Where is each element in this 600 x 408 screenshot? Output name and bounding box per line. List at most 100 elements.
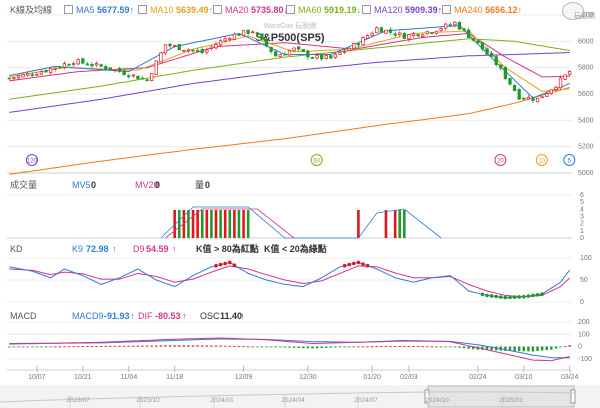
candle-down [7, 77, 11, 80]
date-tick-label: 01/20 [363, 374, 381, 381]
candle-down [512, 85, 517, 92]
vol-value: 0 [205, 180, 211, 190]
macd-osc-bar [315, 346, 319, 349]
macd-osc-bar [31, 346, 34, 348]
candle-up [315, 54, 319, 59]
macd-osc-bar [237, 346, 241, 347]
macd-osc-bar [260, 346, 264, 348]
candle-up [444, 23, 448, 29]
macd-line [9, 338, 570, 359]
macd-osc-bar [444, 346, 447, 348]
candle-up [205, 49, 209, 53]
kd-oversold-dot [503, 295, 508, 300]
macd-osc-bar [559, 346, 562, 348]
ma120-label: MA120 [374, 5, 403, 15]
macd-osc-bar [178, 345, 181, 347]
ma120-arrow: ↑ [437, 5, 443, 15]
mv5-label: MV5 [72, 180, 91, 190]
candle-up [425, 31, 429, 35]
candle-up [209, 46, 214, 49]
ma-legend: K線及均線 MA5 5677.59↑ MA10 5639.49↑ MA20 57… [0, 3, 600, 17]
macd-osc-bar [481, 346, 484, 350]
candle-up [16, 75, 21, 79]
ma10-label: MA10 [150, 5, 174, 15]
volume-tick-label: 6 [580, 192, 584, 199]
price-tick-label: 6000 [578, 38, 594, 45]
candle-up [384, 29, 388, 34]
macd-osc-bar [122, 345, 126, 347]
candle-up [35, 73, 39, 76]
macd-osc-bar [329, 346, 333, 348]
d9-label: D9 [133, 244, 145, 254]
macd-osc-bar [407, 346, 411, 347]
ma120-legend[interactable]: MA120 5909.39↑ [362, 3, 442, 17]
candle-up [287, 50, 292, 56]
macd-title: MACD [10, 311, 37, 321]
candle-up [370, 32, 374, 36]
overview-line [0, 391, 576, 403]
macd-osc-bar [517, 346, 521, 352]
kd-overbought-dot [227, 260, 232, 265]
kd-oversold-dot [517, 295, 521, 299]
kd-oversold-dot [535, 292, 540, 297]
overview-label: 2024/01 [210, 397, 234, 404]
macd-osc-bar [210, 345, 213, 347]
ma60-value: 5919.19 [324, 5, 357, 15]
volume-bar [237, 210, 241, 238]
date-tick-label: 11/04 [120, 374, 137, 381]
macd-osc-bar [311, 346, 314, 349]
candle-down [494, 56, 498, 66]
ma20-legend[interactable]: MA20 5735.80↓ [213, 3, 288, 17]
ma240-legend[interactable]: MA240 5656.12↑ [442, 3, 522, 17]
candle-down [480, 42, 485, 50]
volume-bar [242, 210, 245, 238]
macd-osc-bar [21, 346, 25, 348]
ma-badge-10 [535, 154, 548, 166]
macd-osc-bar [164, 345, 167, 347]
volume-bar [205, 210, 209, 238]
price-tick-label: 5400 [578, 117, 594, 124]
kd-oversold-dot [508, 295, 512, 300]
macd-osc-bar [72, 346, 75, 348]
ma-badge-label: 120 [27, 158, 38, 164]
macd-osc-bar [168, 345, 172, 347]
volume-bar [173, 210, 176, 238]
macd-osc-bar [95, 346, 98, 347]
candle-up [48, 68, 53, 73]
macd-osc-bar [527, 346, 530, 352]
macd-osc-bar [150, 345, 153, 347]
macd-tick-label: 200 [578, 319, 590, 326]
ma-badge-label: 5 [568, 158, 572, 164]
macd-osc-bar [214, 345, 218, 347]
ma60-arrow: ↓ [356, 5, 362, 15]
macd-osc-bar [99, 345, 103, 347]
candle-down [485, 48, 489, 55]
macd-osc-bar [522, 346, 525, 352]
macd-osc-bar [430, 346, 434, 348]
ma5-arrow: ↑ [129, 5, 135, 15]
candle-up [526, 96, 531, 100]
volume-title: 成交量 [10, 180, 38, 190]
candle-down [246, 29, 250, 34]
ma5-value: 5677.59 [97, 5, 130, 15]
macd-osc-bar [554, 346, 558, 349]
candle-up [278, 54, 282, 58]
macd-osc-bar [458, 346, 461, 348]
macd-osc-bar [127, 345, 130, 347]
price-tick-label: 5800 [578, 65, 594, 72]
ma60-legend[interactable]: MA60 5919.19↓ [286, 3, 361, 17]
ma5-legend[interactable]: MA5 5677.59↑ [64, 3, 134, 17]
macd-osc-bar [306, 346, 310, 349]
candle-up [39, 71, 44, 75]
volume-bar [384, 210, 388, 238]
macd-osc-bar [490, 346, 493, 351]
ma-badge-label: 20 [497, 158, 504, 164]
macd-osc-bar [90, 346, 94, 347]
candle-up [375, 27, 379, 34]
candle-up [338, 52, 342, 55]
candle-up [361, 37, 365, 46]
macd-osc-bar [563, 346, 567, 348]
kd-note-red: K值 > 80為紅點 [196, 244, 259, 254]
candle-up [535, 98, 540, 103]
ma10-legend[interactable]: MA10 5639.49↑ [138, 3, 213, 17]
